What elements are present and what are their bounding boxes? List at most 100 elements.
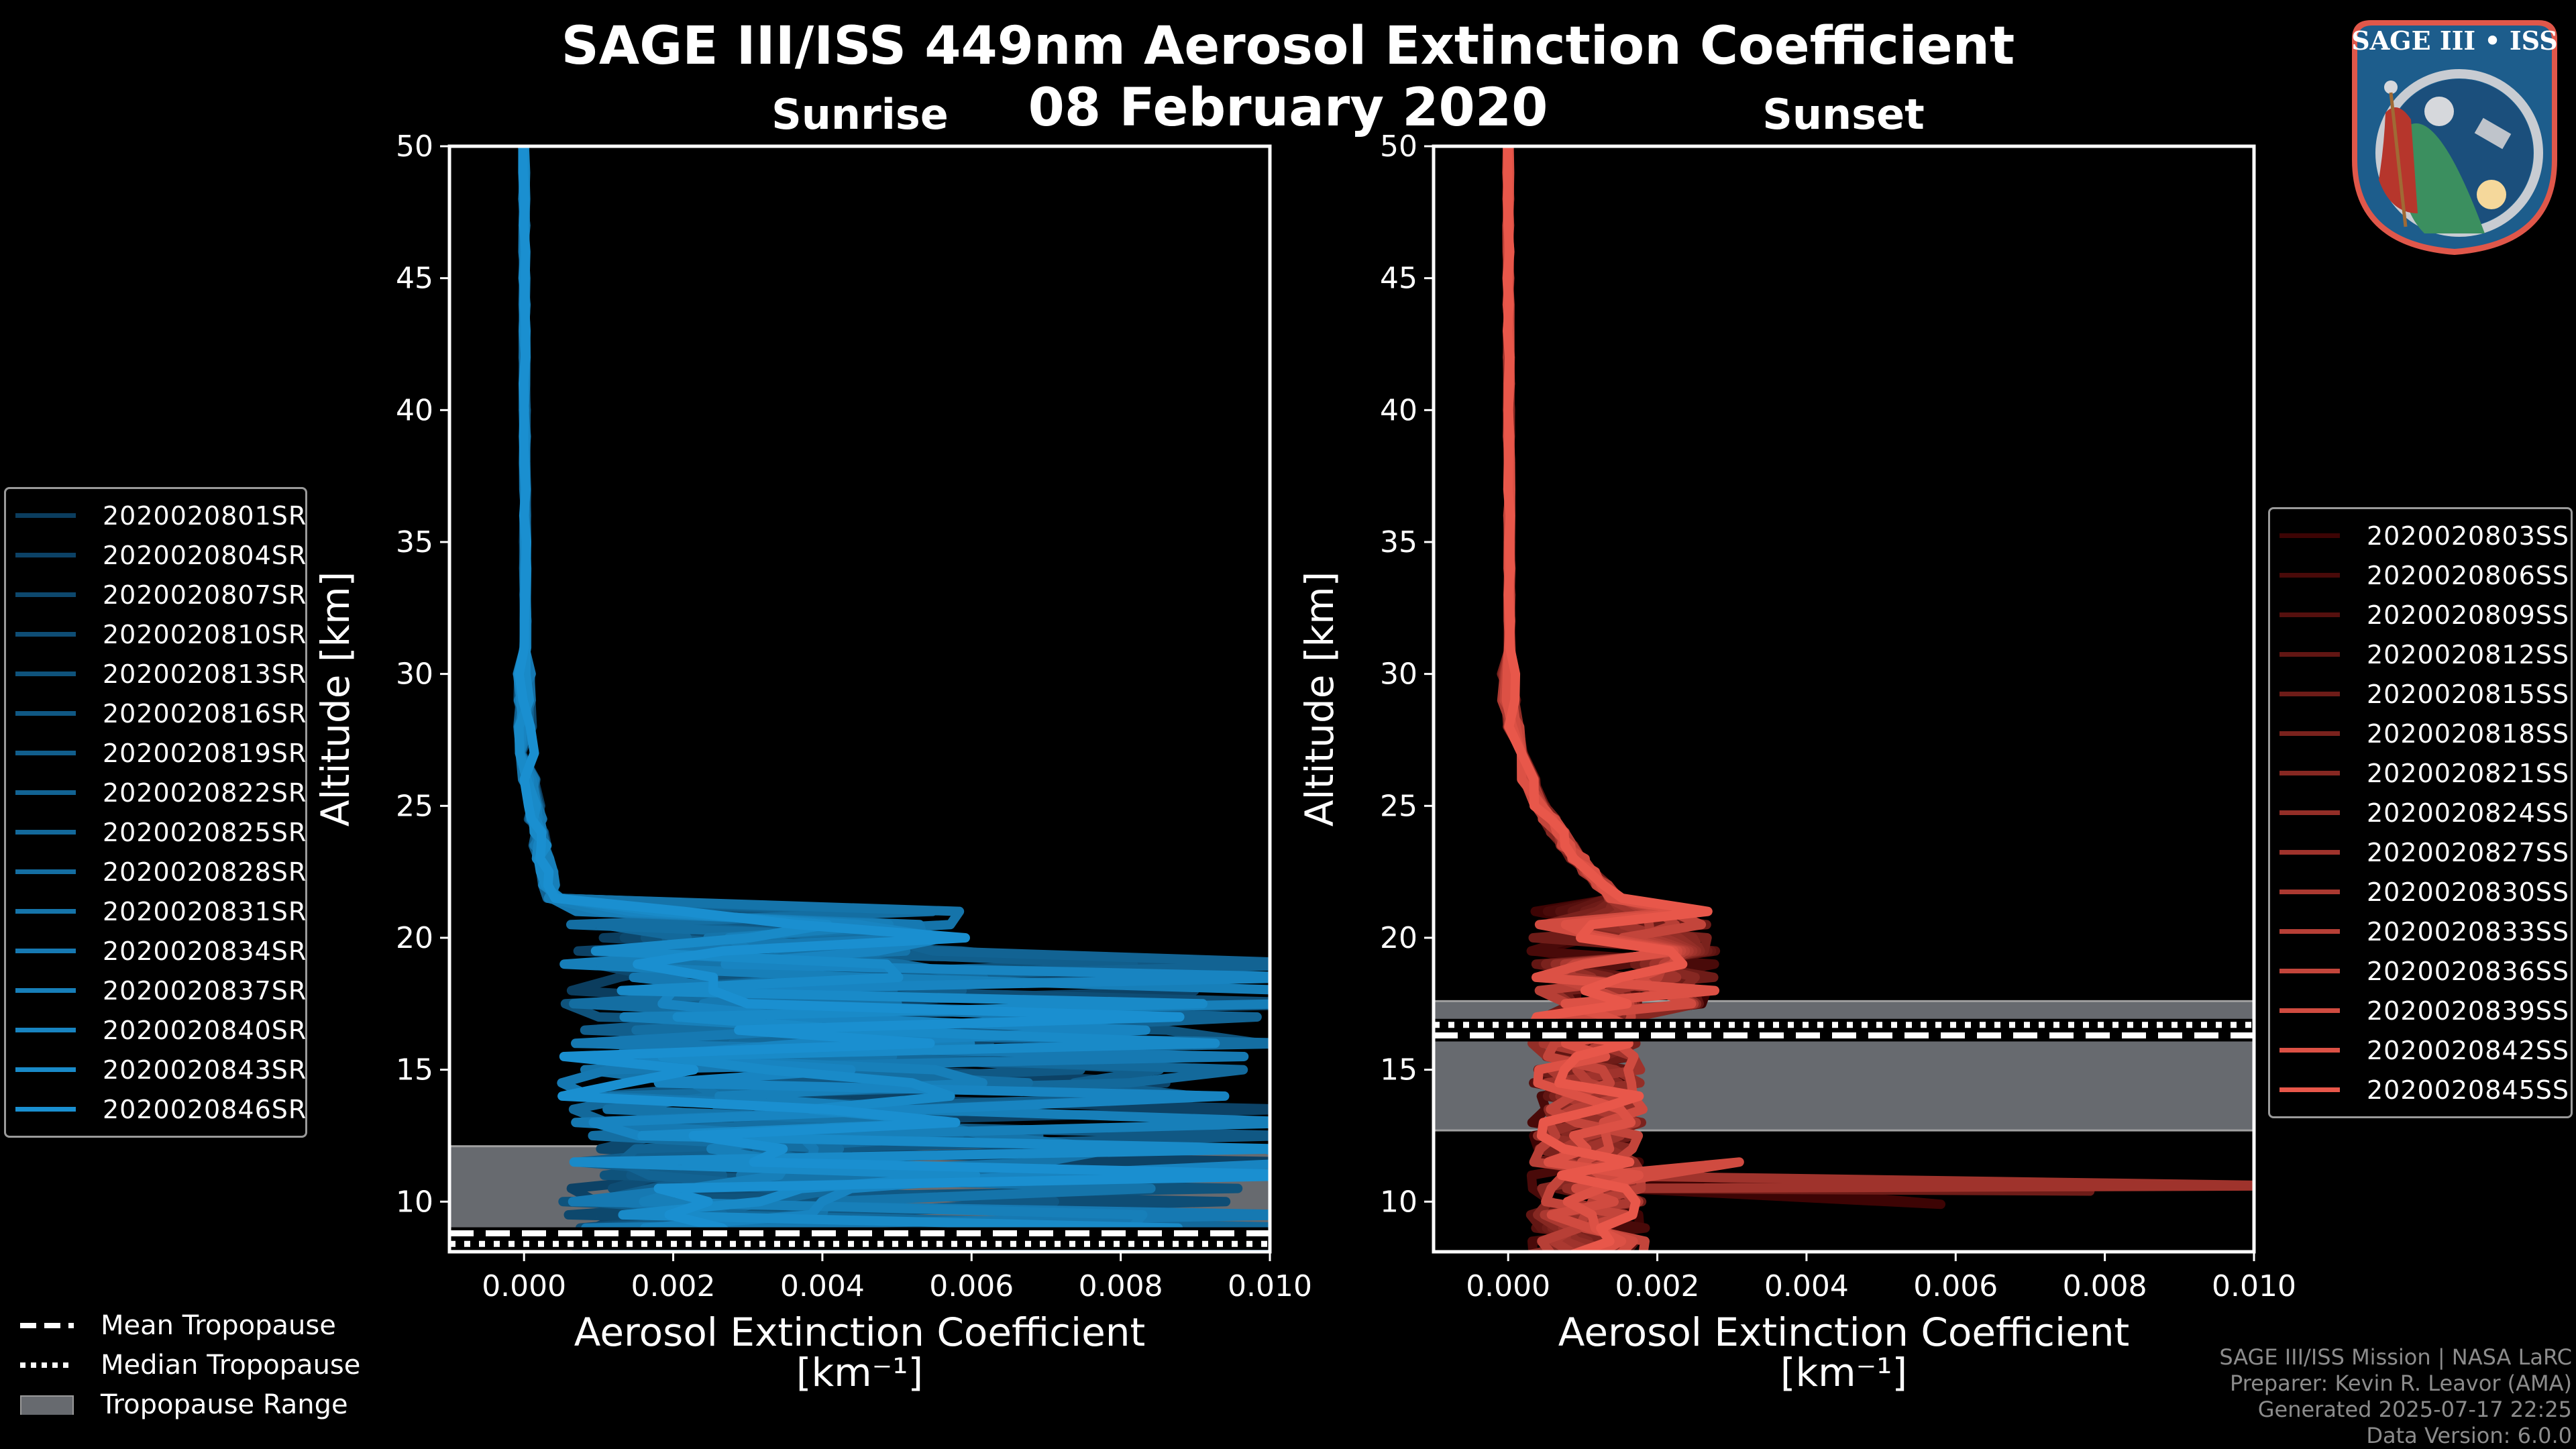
y-tick-label: 25 bbox=[1380, 789, 1417, 823]
legend-item: 2020020833SS bbox=[2279, 912, 2569, 951]
dotted-line-icon bbox=[20, 1362, 74, 1368]
legend-line-swatch bbox=[15, 751, 76, 755]
panel-title-sunset: Sunset bbox=[1762, 90, 1925, 139]
legend-line-swatch bbox=[15, 672, 76, 676]
x-axis-label: Aerosol Extinction Coefficient bbox=[574, 1309, 1146, 1355]
legend-label: 2020020833SS bbox=[2367, 916, 2570, 947]
legend-label: 2020020816SR bbox=[103, 698, 307, 729]
legend-item: 2020020803SS bbox=[2279, 516, 2569, 555]
legend-label: 2020020815SS bbox=[2367, 679, 2570, 709]
legend-label: 2020020842SS bbox=[2367, 1035, 2570, 1065]
legend-item: 2020020818SS bbox=[2279, 714, 2569, 753]
legend-line-swatch bbox=[15, 1028, 76, 1032]
legend-item: 2020020819SR bbox=[15, 733, 306, 773]
legend-line-swatch bbox=[15, 790, 76, 795]
y-axis-label: Altitude [km] bbox=[313, 572, 358, 826]
legend-line-swatch bbox=[15, 592, 76, 597]
legend-label: 2020020828SR bbox=[103, 857, 307, 887]
legend-line-swatch bbox=[15, 513, 76, 518]
y-tick-label: 40 bbox=[1380, 393, 1417, 427]
y-tick-label: 20 bbox=[1380, 921, 1417, 955]
legend-label: 2020020812SS bbox=[2367, 639, 2570, 669]
plot-sunrise: 10 15 20 25 30 35 40 45 50 0.000 0.002 0.004 0.006 0.… bbox=[313, 129, 1312, 1395]
y-tick-label: 20 bbox=[396, 921, 433, 955]
footer-preparer: Preparer: Kevin R. Leavor (AMA) bbox=[2229, 1371, 2572, 1396]
legend-item-median-tropopause: Median Tropopause bbox=[20, 1345, 360, 1385]
chart-title: SAGE III/ISS 449nm Aerosol Extinction Co… bbox=[561, 16, 2015, 76]
x-tick-label: 0.010 bbox=[1228, 1269, 1312, 1303]
legend-line-swatch bbox=[2279, 890, 2340, 894]
legend-line-swatch bbox=[2279, 969, 2340, 973]
legend-label: 2020020843SR bbox=[103, 1055, 307, 1085]
footer-version: Data Version: 6.0.0 bbox=[2366, 1423, 2572, 1448]
legend-item: 2020020801SR bbox=[15, 496, 306, 535]
legend-label: 2020020807SR bbox=[103, 580, 307, 610]
x-tick-label: 0.006 bbox=[1913, 1269, 1998, 1303]
legend-item: 2020020831SR bbox=[15, 892, 306, 931]
legend-line-swatch bbox=[15, 632, 76, 637]
legend-item: 2020020822SR bbox=[15, 773, 306, 812]
y-tick-label: 10 bbox=[396, 1185, 433, 1219]
legend-line-swatch bbox=[2279, 692, 2340, 696]
legend-item: 2020020843SR bbox=[15, 1050, 306, 1089]
x-tick-label: 0.008 bbox=[1079, 1269, 1163, 1303]
sage-iii-iss-mission-logo: SAGE III • ISS bbox=[2351, 20, 2558, 255]
x-axis-label: Aerosol Extinction Coefficient bbox=[1558, 1309, 2130, 1355]
legend-line-swatch bbox=[2279, 573, 2340, 578]
sun-icon bbox=[2477, 180, 2506, 209]
legend-label: 2020020819SR bbox=[103, 738, 307, 768]
y-tick-label: 45 bbox=[396, 262, 433, 296]
legend-line-swatch bbox=[15, 711, 76, 716]
x-tick-label: 0.004 bbox=[1764, 1269, 1849, 1303]
legend-item: 2020020830SS bbox=[2279, 872, 2569, 912]
legend-label: 2020020846SR bbox=[103, 1094, 307, 1124]
plot-area bbox=[1434, 146, 2254, 1252]
legend-line-swatch bbox=[2279, 1087, 2340, 1092]
legend-tropopause: Mean Tropopause Median Tropopause Tropop… bbox=[20, 1305, 360, 1424]
legend-label: 2020020836SS bbox=[2367, 956, 2570, 986]
plot-frame bbox=[1432, 144, 2256, 1254]
legend-line-swatch bbox=[15, 949, 76, 953]
legend-item: 2020020837SR bbox=[15, 971, 306, 1010]
legend-item: 2020020815SS bbox=[2279, 674, 2569, 714]
chart-date: 08 February 2020 bbox=[1028, 78, 1548, 138]
legend-item: 2020020806SS bbox=[2279, 555, 2569, 595]
y-tick-label: 45 bbox=[1380, 262, 1417, 296]
legend-item: 2020020810SR bbox=[15, 614, 306, 654]
y-tick-label: 10 bbox=[1380, 1185, 1417, 1219]
profile-line-2020020846SR bbox=[514, 146, 1270, 1252]
legend-line-swatch bbox=[2279, 652, 2340, 657]
legend-line-swatch bbox=[2279, 850, 2340, 855]
x-tick-label: 0.010 bbox=[2212, 1269, 2296, 1303]
legend-label: 2020020834SR bbox=[103, 936, 307, 966]
legend-line-swatch bbox=[15, 1067, 76, 1072]
legend-label: 2020020806SS bbox=[2367, 560, 2570, 590]
earth-icon bbox=[2402, 123, 2485, 233]
legend-item: 2020020804SR bbox=[15, 535, 306, 575]
footer-credits: SAGE III/ISS Mission | NASA LaRC Prepare… bbox=[2219, 1344, 2572, 1449]
y-tick-label: 40 bbox=[396, 393, 433, 427]
legend-label: 2020020831SR bbox=[103, 896, 307, 926]
legend-item: 2020020839SS bbox=[2279, 991, 2569, 1030]
legend-item: 2020020840SR bbox=[15, 1010, 306, 1050]
x-tick-label: 0.000 bbox=[482, 1269, 566, 1303]
legend-item: 2020020807SR bbox=[15, 575, 306, 614]
y-tick-label: 25 bbox=[396, 789, 433, 823]
legend-item: 2020020836SS bbox=[2279, 951, 2569, 991]
legend-item: 2020020809SS bbox=[2279, 595, 2569, 635]
legend-line-swatch bbox=[2279, 1008, 2340, 1013]
legend-line-swatch bbox=[2279, 612, 2340, 617]
legend-label: 2020020818SS bbox=[2367, 718, 2570, 749]
x-tick-label: 0.000 bbox=[1466, 1269, 1550, 1303]
legend-item: 2020020842SS bbox=[2279, 1030, 2569, 1070]
legend-line-swatch bbox=[2279, 731, 2340, 736]
plot-frame bbox=[447, 144, 1272, 1254]
legend-line-swatch bbox=[2279, 771, 2340, 775]
y-axis-label: Altitude [km] bbox=[1297, 572, 1342, 826]
legend-label: 2020020821SS bbox=[2367, 758, 2570, 788]
legend-label: 2020020803SS bbox=[2367, 521, 2570, 551]
footer-generated: Generated 2025-07-17 22:25 bbox=[2257, 1397, 2572, 1422]
legend-item: 2020020827SS bbox=[2279, 833, 2569, 872]
legend-line-swatch bbox=[15, 988, 76, 993]
